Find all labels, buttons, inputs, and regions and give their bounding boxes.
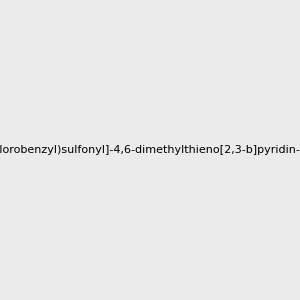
Text: 2-[(4-chlorobenzyl)sulfonyl]-4,6-dimethylthieno[2,3-b]pyridin-3-amine: 2-[(4-chlorobenzyl)sulfonyl]-4,6-dimethy… — [0, 145, 300, 155]
